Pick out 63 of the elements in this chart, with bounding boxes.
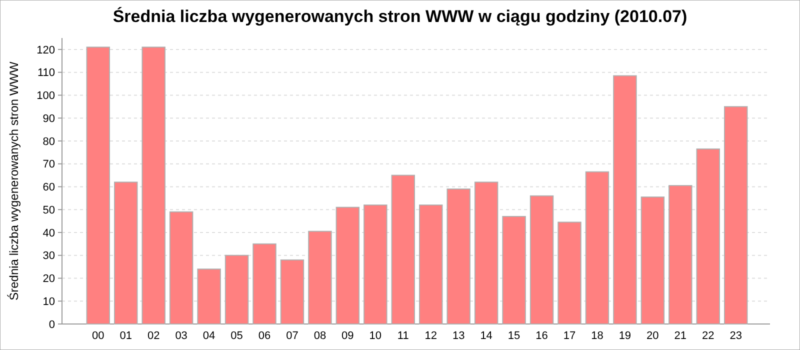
bar bbox=[418, 204, 443, 324]
bar bbox=[640, 196, 665, 324]
bar bbox=[530, 195, 554, 324]
x-tick-label: 16 bbox=[536, 330, 548, 342]
bar bbox=[86, 46, 110, 324]
x-tick-label: 04 bbox=[202, 330, 216, 342]
y-tick-label: 50 bbox=[42, 204, 55, 216]
bar bbox=[474, 182, 498, 324]
bar bbox=[280, 259, 304, 324]
bar bbox=[308, 230, 332, 324]
x-tick-label: 05 bbox=[230, 330, 243, 342]
y-tick-label: 60 bbox=[42, 182, 55, 194]
x-tick-label: 08 bbox=[314, 330, 326, 342]
bar bbox=[446, 188, 470, 324]
bar bbox=[336, 206, 360, 324]
bar bbox=[252, 243, 276, 324]
x-tick-label: 23 bbox=[730, 330, 742, 342]
x-tick-label: 10 bbox=[369, 330, 382, 342]
y-axis-title: Średnia liczba wygenerowanych stron WWW bbox=[7, 60, 21, 300]
x-tick-label: 14 bbox=[480, 330, 492, 342]
x-tick-label: 06 bbox=[258, 330, 271, 342]
bar bbox=[169, 211, 194, 324]
bar bbox=[391, 174, 416, 324]
y-tick-label: 90 bbox=[42, 112, 55, 125]
x-tick-label: 20 bbox=[646, 330, 659, 342]
x-tick-label: 11 bbox=[397, 330, 409, 342]
y-tick-label: 110 bbox=[37, 67, 55, 80]
y-tick-label: 40 bbox=[42, 227, 55, 240]
bar bbox=[613, 75, 637, 324]
x-tick-label: 03 bbox=[175, 330, 188, 342]
bar bbox=[364, 204, 388, 324]
bar bbox=[696, 148, 720, 324]
y-tick-label: 20 bbox=[42, 273, 55, 286]
y-tick-label: 70 bbox=[42, 158, 55, 171]
chart-title: Średnia liczba wygenerowanych stron WWW w ciągu godziny (2010.07) bbox=[112, 6, 688, 26]
bar bbox=[197, 268, 221, 324]
bar bbox=[558, 222, 582, 324]
y-tick-label: 100 bbox=[36, 90, 55, 102]
y-tick-label: 30 bbox=[42, 250, 55, 262]
x-tick-label: 18 bbox=[591, 330, 604, 342]
x-tick-label: 09 bbox=[342, 330, 354, 342]
y-tick-label: 80 bbox=[42, 136, 55, 148]
y-tick-label: 120 bbox=[36, 44, 55, 56]
x-tick-label: 02 bbox=[147, 330, 160, 342]
x-tick-label: 17 bbox=[563, 330, 576, 342]
y-tick-label: 10 bbox=[42, 296, 55, 308]
bar bbox=[114, 182, 138, 324]
x-tick-label: 15 bbox=[508, 330, 520, 342]
bar bbox=[502, 216, 526, 324]
x-tick-label: 21 bbox=[674, 330, 687, 342]
x-tick-label: 22 bbox=[702, 330, 714, 342]
x-tick-label: 13 bbox=[452, 330, 465, 342]
bar bbox=[142, 46, 166, 324]
x-tick-label: 19 bbox=[618, 330, 632, 342]
bar bbox=[224, 254, 249, 324]
x-tick-label: 12 bbox=[424, 330, 437, 342]
x-tick-label: 01 bbox=[120, 330, 132, 342]
x-tick-label: 07 bbox=[286, 330, 298, 342]
y-tick-label: 0 bbox=[48, 318, 55, 331]
bar bbox=[668, 185, 692, 324]
x-tick-label: 00 bbox=[92, 330, 104, 342]
bar bbox=[724, 106, 748, 324]
bar bbox=[585, 171, 610, 324]
